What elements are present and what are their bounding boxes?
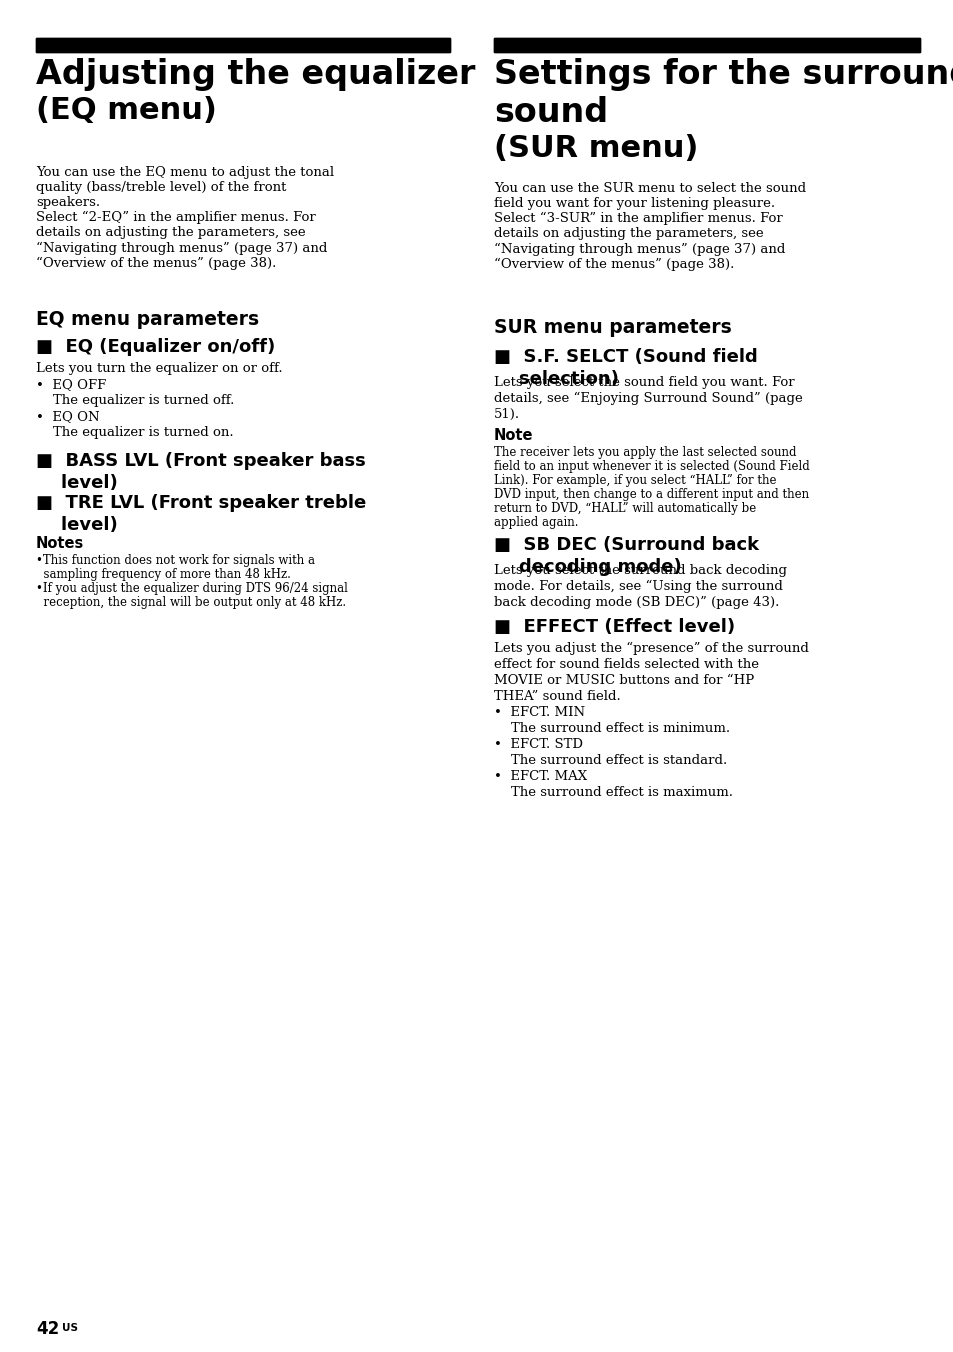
Text: The surround effect is standard.: The surround effect is standard. — [494, 754, 726, 767]
Text: ■  TRE LVL (Front speaker treble: ■ TRE LVL (Front speaker treble — [36, 493, 366, 512]
Text: Notes: Notes — [36, 535, 84, 552]
Text: ■  SB DEC (Surround back: ■ SB DEC (Surround back — [494, 535, 759, 554]
Bar — [494, 38, 919, 51]
Text: effect for sound fields selected with the: effect for sound fields selected with th… — [494, 658, 759, 671]
Text: The surround effect is maximum.: The surround effect is maximum. — [494, 786, 732, 799]
Text: You can use the EQ menu to adjust the tonal
quality (bass/treble level) of the f: You can use the EQ menu to adjust the to… — [36, 166, 334, 270]
Text: Lets you adjust the “presence” of the surround: Lets you adjust the “presence” of the su… — [494, 642, 808, 656]
Bar — [36, 38, 450, 51]
Text: •  EFCT. MIN: • EFCT. MIN — [494, 706, 584, 719]
Text: Note: Note — [494, 429, 533, 443]
Text: •  EQ OFF: • EQ OFF — [36, 379, 106, 391]
Text: mode. For details, see “Using the surround: mode. For details, see “Using the surrou… — [494, 580, 782, 594]
Text: ■  S.F. SELCT (Sound field: ■ S.F. SELCT (Sound field — [494, 347, 757, 366]
Text: ■  EFFECT (Effect level): ■ EFFECT (Effect level) — [494, 618, 735, 635]
Text: 42: 42 — [36, 1320, 59, 1338]
Text: details, see “Enjoying Surround Sound” (page: details, see “Enjoying Surround Sound” (… — [494, 392, 801, 406]
Text: THEA” sound field.: THEA” sound field. — [494, 690, 620, 703]
Bar — [36, 38, 450, 51]
Text: You can use the SUR menu to select the sound
field you want for your listening p: You can use the SUR menu to select the s… — [494, 183, 805, 270]
Text: field to an input whenever it is selected (Sound Field: field to an input whenever it is selecte… — [494, 460, 809, 473]
Text: •  EFCT. STD: • EFCT. STD — [494, 738, 582, 750]
Text: ■  EQ (Equalizer on/off): ■ EQ (Equalizer on/off) — [36, 338, 275, 356]
Text: •  EFCT. MAX: • EFCT. MAX — [494, 771, 586, 783]
Text: reception, the signal will be output only at 48 kHz.: reception, the signal will be output onl… — [36, 596, 346, 608]
Text: The surround effect is minimum.: The surround effect is minimum. — [494, 722, 729, 735]
Text: The equalizer is turned off.: The equalizer is turned off. — [36, 393, 234, 407]
Text: Lets you select the surround back decoding: Lets you select the surround back decodi… — [494, 564, 786, 577]
Text: •  EQ ON: • EQ ON — [36, 410, 99, 423]
Text: level): level) — [36, 516, 117, 534]
Text: The equalizer is turned on.: The equalizer is turned on. — [36, 426, 233, 439]
Text: (SUR menu): (SUR menu) — [494, 134, 698, 164]
Text: selection): selection) — [494, 370, 618, 388]
Text: sampling frequency of more than 48 kHz.: sampling frequency of more than 48 kHz. — [36, 568, 291, 581]
Text: Lets you turn the equalizer on or off.: Lets you turn the equalizer on or off. — [36, 362, 282, 375]
Text: (EQ menu): (EQ menu) — [36, 96, 216, 124]
Text: •If you adjust the equalizer during DTS 96/24 signal: •If you adjust the equalizer during DTS … — [36, 581, 348, 595]
Text: decoding mode): decoding mode) — [494, 558, 681, 576]
Text: sound: sound — [494, 96, 607, 128]
Text: •This function does not work for signals with a: •This function does not work for signals… — [36, 554, 314, 566]
Text: The receiver lets you apply the last selected sound: The receiver lets you apply the last sel… — [494, 446, 796, 458]
Text: ■  BASS LVL (Front speaker bass: ■ BASS LVL (Front speaker bass — [36, 452, 365, 470]
Text: DVD input, then change to a different input and then: DVD input, then change to a different in… — [494, 488, 808, 502]
Text: return to DVD, “HALL” will automatically be: return to DVD, “HALL” will automatically… — [494, 502, 756, 515]
Text: 51).: 51). — [494, 408, 519, 420]
Text: US: US — [62, 1324, 78, 1333]
Text: Adjusting the equalizer: Adjusting the equalizer — [36, 58, 475, 91]
Text: Settings for the surround: Settings for the surround — [494, 58, 953, 91]
Text: applied again.: applied again. — [494, 516, 578, 529]
Text: MOVIE or MUSIC buttons and for “HP: MOVIE or MUSIC buttons and for “HP — [494, 675, 754, 687]
Text: EQ menu parameters: EQ menu parameters — [36, 310, 259, 329]
Bar — [494, 38, 919, 51]
Text: SUR menu parameters: SUR menu parameters — [494, 318, 731, 337]
Text: back decoding mode (SB DEC)” (page 43).: back decoding mode (SB DEC)” (page 43). — [494, 596, 779, 608]
Text: Link). For example, if you select “HALL” for the: Link). For example, if you select “HALL”… — [494, 475, 776, 487]
Text: level): level) — [36, 475, 117, 492]
Text: Lets you select the sound field you want. For: Lets you select the sound field you want… — [494, 376, 794, 389]
